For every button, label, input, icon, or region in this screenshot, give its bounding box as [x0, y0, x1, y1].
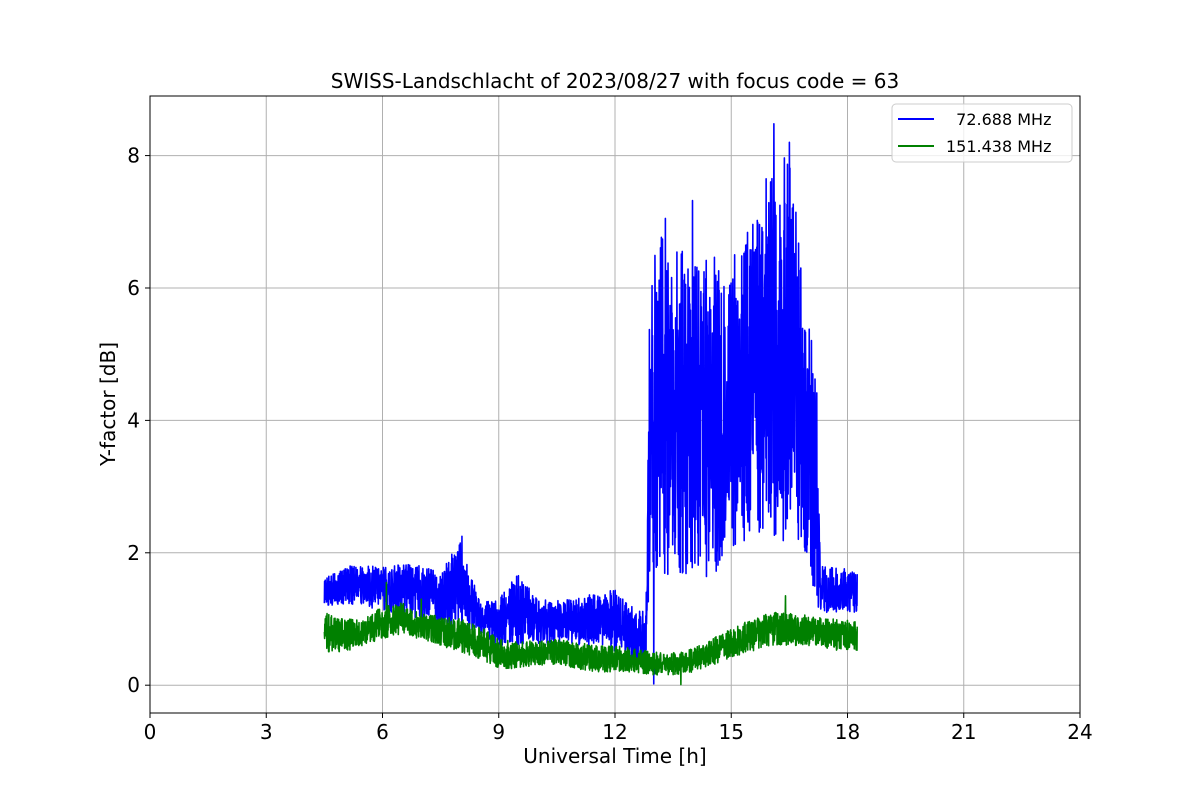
- x-tick-label-15: 15: [719, 720, 744, 744]
- x-axis-label: Universal Time [h]: [523, 744, 706, 768]
- x-tick-label-12: 12: [602, 720, 627, 744]
- series-layer: [323, 123, 858, 686]
- y-tick-label-4: 4: [127, 408, 140, 432]
- x-tick-label-24: 24: [1067, 720, 1092, 744]
- chart-title: SWISS-Landschlacht of 2023/08/27 with fo…: [331, 69, 899, 93]
- legend-box: [891, 103, 1073, 163]
- x-tick-label-3: 3: [260, 720, 273, 744]
- legend: 72.688 MHz 151.438 MHz: [891, 103, 1073, 163]
- y-tick-label-0: 0: [127, 673, 140, 697]
- y-tick-label-2: 2: [127, 541, 140, 565]
- legend-label-151mhz: 151.438 MHz: [946, 137, 1051, 156]
- series-line-72mhz: [323, 123, 858, 685]
- x-tick-label-9: 9: [492, 720, 505, 744]
- x-tick-label-21: 21: [951, 720, 976, 744]
- x-tick-label-6: 6: [376, 720, 389, 744]
- y-axis-label: Y-factor [dB]: [96, 342, 120, 467]
- x-tick-label-0: 0: [144, 720, 157, 744]
- series-line-151mhz: [323, 581, 858, 686]
- x-tick-label-18: 18: [835, 720, 860, 744]
- y-tick-label-6: 6: [127, 276, 140, 300]
- legend-label-72mhz: 72.688 MHz: [946, 110, 1051, 129]
- y-tick-label-8: 8: [127, 144, 140, 168]
